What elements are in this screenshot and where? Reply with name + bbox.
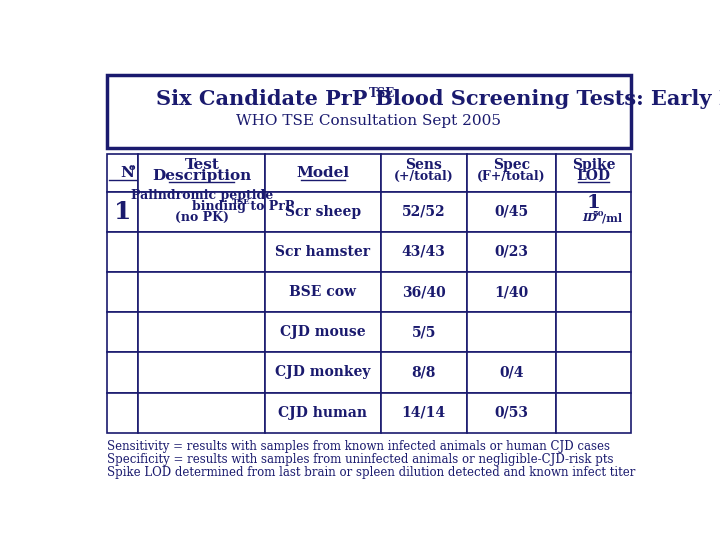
Text: BSE cow: BSE cow: [289, 285, 356, 299]
Bar: [467, 192, 557, 232]
Text: (+/total): (+/total): [394, 170, 454, 183]
Text: Test: Test: [184, 158, 220, 172]
Bar: [467, 232, 557, 272]
Text: LOD: LOD: [577, 169, 611, 183]
Text: Spike LOD determined from last brain or spleen dilution detected and known infec: Spike LOD determined from last brain or …: [107, 465, 635, 478]
Bar: [107, 154, 138, 192]
Bar: [265, 353, 381, 393]
Bar: [138, 353, 265, 393]
Text: 0/53: 0/53: [495, 406, 528, 420]
Text: 1: 1: [114, 200, 131, 224]
Text: WHO TSE Consultation Sept 2005: WHO TSE Consultation Sept 2005: [236, 114, 502, 128]
Bar: [557, 232, 631, 272]
Text: CJD mouse: CJD mouse: [280, 325, 366, 339]
Text: 5/5: 5/5: [412, 325, 436, 339]
Text: (F+/total): (F+/total): [477, 170, 546, 183]
Bar: [107, 393, 138, 433]
Bar: [265, 232, 381, 272]
Text: Blood Screening Tests: Early Results: Blood Screening Tests: Early Results: [369, 89, 720, 109]
Text: Palindromic peptide: Palindromic peptide: [131, 188, 273, 201]
Bar: [138, 393, 265, 433]
Text: 0/45: 0/45: [495, 205, 528, 219]
Bar: [467, 154, 557, 192]
Text: TSE: TSE: [369, 87, 395, 100]
Bar: [381, 154, 467, 192]
Text: binding to PrP: binding to PrP: [192, 200, 294, 213]
Bar: [107, 192, 138, 232]
Text: Spike: Spike: [572, 158, 616, 172]
Bar: [107, 232, 138, 272]
Text: 8/8: 8/8: [412, 366, 436, 380]
Bar: [467, 312, 557, 353]
Bar: [138, 192, 265, 232]
Bar: [381, 192, 467, 232]
Bar: [107, 312, 138, 353]
Text: CJD monkey: CJD monkey: [275, 366, 371, 380]
Text: 14/14: 14/14: [402, 406, 446, 420]
Bar: [107, 272, 138, 312]
Text: 52/52: 52/52: [402, 205, 446, 219]
Bar: [381, 312, 467, 353]
Text: 50: 50: [593, 210, 604, 218]
Bar: [467, 353, 557, 393]
Bar: [557, 192, 631, 232]
Text: 1/40: 1/40: [495, 285, 528, 299]
Text: Scr hamster: Scr hamster: [275, 245, 370, 259]
Bar: [557, 312, 631, 353]
Text: CJD human: CJD human: [279, 406, 367, 420]
Bar: [381, 393, 467, 433]
Bar: [265, 312, 381, 353]
Text: /ml: /ml: [602, 212, 622, 223]
Bar: [138, 272, 265, 312]
Bar: [381, 232, 467, 272]
Text: o: o: [128, 163, 135, 172]
Text: Sensitivity = results with samples from known infected animals or human CJD case: Sensitivity = results with samples from …: [107, 440, 610, 453]
Text: Sens: Sens: [405, 158, 442, 172]
Bar: [557, 353, 631, 393]
Text: Specificity = results with samples from uninfected animals or negligible-CJD-ris: Specificity = results with samples from …: [107, 453, 613, 465]
Text: 36/40: 36/40: [402, 285, 446, 299]
Text: Spec: Spec: [493, 158, 530, 172]
Text: 0/4: 0/4: [500, 366, 524, 380]
Text: 43/43: 43/43: [402, 245, 446, 259]
Bar: [107, 353, 138, 393]
Text: Scr sheep: Scr sheep: [285, 205, 361, 219]
Text: (no PK): (no PK): [175, 212, 229, 225]
FancyBboxPatch shape: [107, 75, 631, 148]
Text: Description: Description: [152, 169, 251, 183]
Bar: [265, 154, 381, 192]
Bar: [265, 192, 381, 232]
Text: 0/23: 0/23: [495, 245, 528, 259]
Bar: [467, 272, 557, 312]
Text: ID: ID: [582, 212, 598, 223]
Bar: [138, 232, 265, 272]
Text: Six Candidate PrP: Six Candidate PrP: [156, 89, 367, 109]
Text: TSE: TSE: [231, 198, 250, 206]
Text: N: N: [120, 166, 134, 180]
Text: 1: 1: [587, 193, 600, 212]
Bar: [265, 393, 381, 433]
Text: Model: Model: [297, 166, 349, 180]
Bar: [381, 353, 467, 393]
Bar: [557, 272, 631, 312]
Bar: [138, 312, 265, 353]
Bar: [138, 154, 265, 192]
Bar: [265, 272, 381, 312]
Bar: [557, 393, 631, 433]
Bar: [381, 272, 467, 312]
Bar: [557, 154, 631, 192]
Bar: [467, 393, 557, 433]
